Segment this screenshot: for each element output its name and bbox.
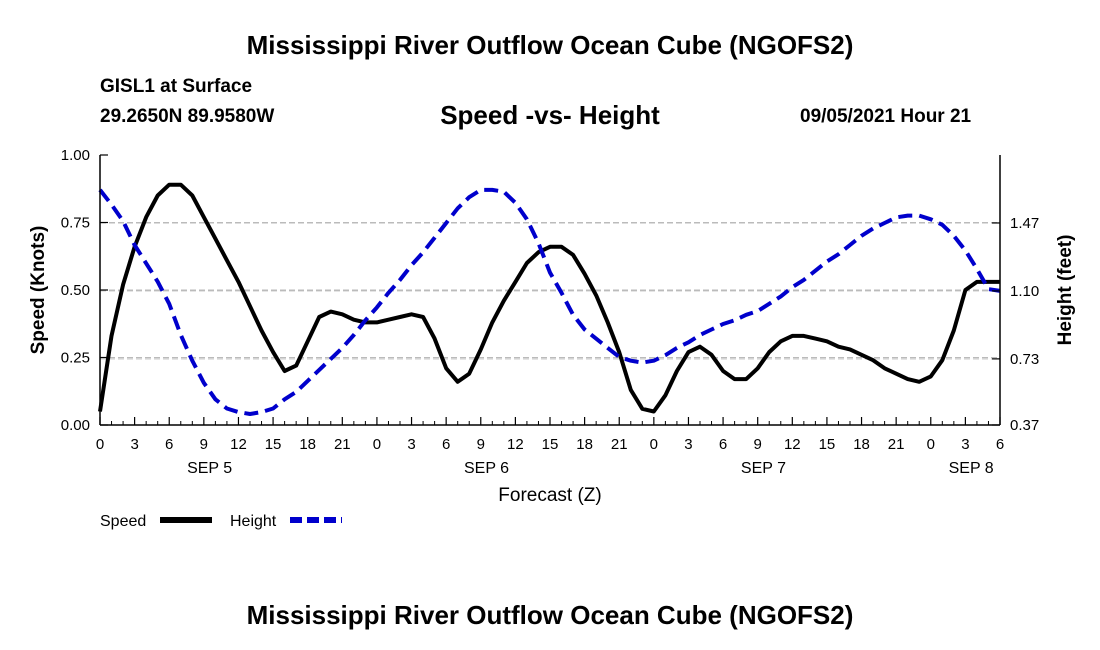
- x-tick-label: 3: [407, 436, 415, 453]
- y-tick-label: 0.25: [61, 350, 90, 367]
- x-tick-label: 15: [265, 436, 282, 453]
- axis-labels: 0 3 6 9 12 15 18 21 0 3 6 9 12 15 18 21 0 3 6 9 12 15 18 21 0 3 6S…: [28, 147, 1076, 530]
- x-tick-label: 0: [927, 436, 935, 453]
- station-coordinates: 29.2650N 89.9580W: [100, 106, 275, 127]
- series-line-height: [98, 187, 1001, 416]
- y2-tick-label: 0.73: [1010, 351, 1039, 368]
- x-tick-label: 12: [230, 436, 247, 453]
- x-axis-title: Forecast (Z): [498, 485, 601, 506]
- x-tick-label: 9: [200, 436, 208, 453]
- series-layer: [98, 182, 1001, 416]
- y-tick-label: 1.00: [61, 147, 90, 164]
- axes: [99, 154, 1001, 426]
- grid-lines: [100, 222, 1000, 360]
- x-tick-label: 6: [165, 436, 173, 453]
- y-tick-label: 0.50: [61, 282, 90, 299]
- x-tick-label: 0: [373, 436, 381, 453]
- x-tick-label: 0: [96, 436, 104, 453]
- x-tick-label: 21: [334, 436, 351, 453]
- y2-axis-title: Height (feet): [1055, 235, 1076, 346]
- x-tick-label: 12: [784, 436, 801, 453]
- x-tick-label: 15: [819, 436, 836, 453]
- x-tick-label: 18: [576, 436, 593, 453]
- y-tick-label: 0.75: [61, 215, 90, 232]
- x-tick-label: 6: [996, 436, 1004, 453]
- series-line-speed: [98, 182, 1000, 414]
- x-tick-label: 3: [961, 436, 969, 453]
- x-tick-label: 18: [853, 436, 870, 453]
- chart-subtitle: Speed -vs- Height: [440, 100, 660, 130]
- x-tick-label: 21: [888, 436, 905, 453]
- chart-main-title: Mississippi River Outflow Ocean Cube (NG…: [246, 30, 854, 60]
- x-tick-label: 6: [719, 436, 727, 453]
- legend: Speed Height: [100, 513, 342, 530]
- x-tick-label: 12: [507, 436, 524, 453]
- y2-tick-label: 1.47: [1010, 215, 1039, 232]
- x-tick-label: 0: [650, 436, 658, 453]
- legend-label-speed: Speed: [100, 513, 146, 530]
- x-tick-label: 15: [542, 436, 559, 453]
- legend-label-height: Height: [230, 513, 277, 530]
- x-tick-label: 3: [684, 436, 692, 453]
- x-tick-label: 18: [299, 436, 316, 453]
- x-tick-label: 3: [130, 436, 138, 453]
- chart-footer-title: Mississippi River Outflow Ocean Cube (NG…: [246, 600, 854, 630]
- y-axis-title: Speed (Knots): [28, 226, 49, 355]
- day-label: SEP 6: [464, 460, 509, 477]
- y-tick-label: 0.00: [61, 417, 90, 434]
- day-label: SEP 7: [741, 460, 786, 477]
- x-tick-label: 9: [754, 436, 762, 453]
- day-label: SEP 8: [949, 460, 994, 477]
- station-label: GISL1 at Surface: [100, 76, 253, 97]
- x-tick-label: 9: [477, 436, 485, 453]
- x-tick-label: 21: [611, 436, 628, 453]
- y2-tick-label: 1.10: [1010, 283, 1039, 300]
- day-label: SEP 5: [187, 460, 232, 477]
- forecast-datetime: 09/05/2021 Hour 21: [800, 106, 972, 127]
- x-tick-label: 6: [442, 436, 450, 453]
- y2-tick-label: 0.37: [1010, 417, 1039, 434]
